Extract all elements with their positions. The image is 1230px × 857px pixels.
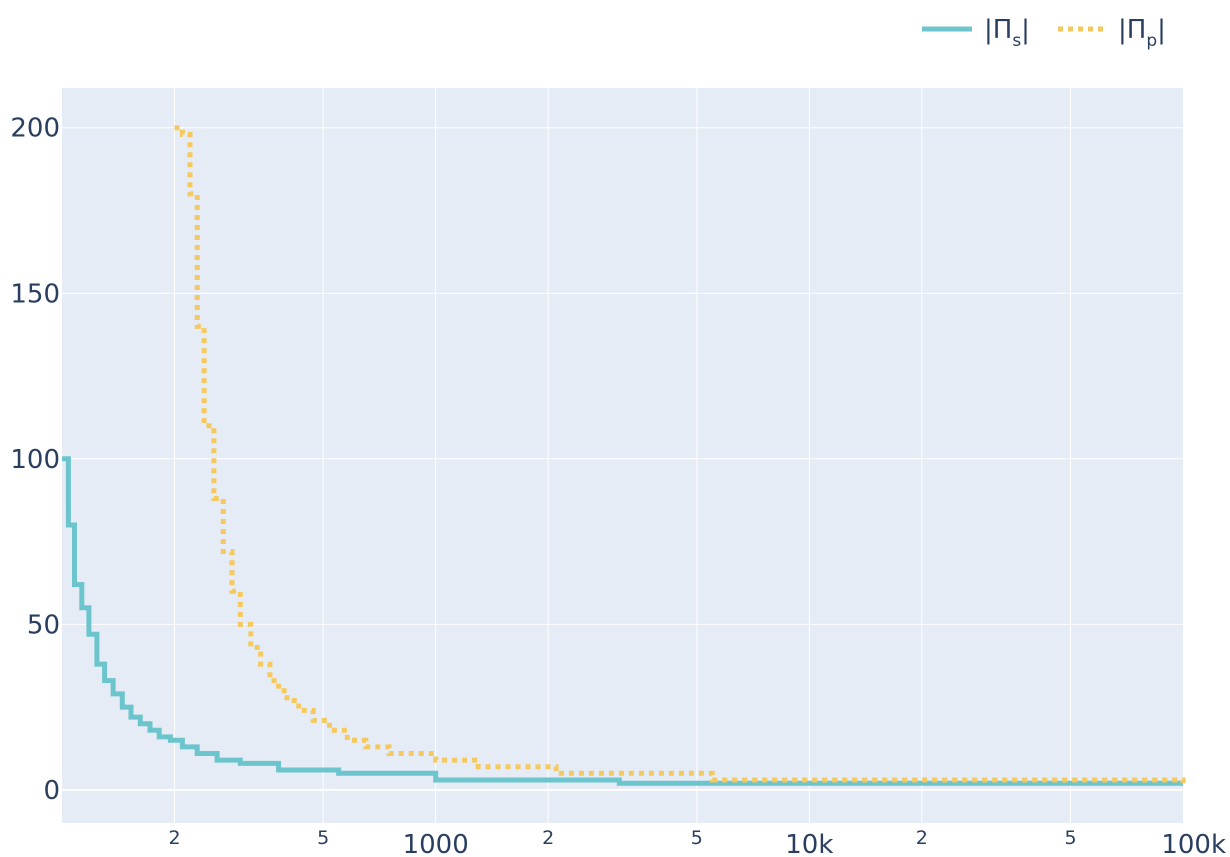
x-minor-tick-label: 5 (317, 827, 329, 849)
series-layer (62, 125, 1186, 786)
grid-lines (62, 88, 1183, 823)
y-tick-label: 50 (27, 610, 60, 640)
legend-item-s[interactable]: |Πs| (922, 15, 1030, 51)
x-minor-tick-label: 2 (542, 827, 554, 849)
legend-label-subscript: p (1146, 31, 1157, 51)
x-minor-tick-label: 5 (691, 827, 703, 849)
x-minor-tick-label: 5 (1064, 827, 1076, 849)
series-line-p[interactable] (174, 125, 1186, 784)
legend-label-end: | (1021, 15, 1030, 45)
y-tick-label: 100 (10, 445, 60, 475)
x-minor-tick-label: 2 (168, 827, 180, 849)
x-axis-ticks: 2 5 2 5 2 5 1000 10k 100k (168, 827, 1226, 857)
y-tick-label: 200 (10, 114, 60, 144)
legend-label-end: | (1157, 15, 1166, 45)
y-tick-label: 150 (10, 279, 60, 309)
legend-label-base: |Π (1118, 15, 1146, 45)
legend-label: |Πs| (984, 15, 1030, 51)
plot-area (62, 88, 1183, 823)
series-line-s[interactable] (62, 456, 1183, 786)
legend[interactable]: |Πs| |Πp| (922, 15, 1166, 51)
legend-label-subscript: s (1012, 31, 1021, 51)
legend-label-base: |Π (984, 15, 1012, 45)
legend-label: |Πp| (1118, 15, 1166, 51)
y-tick-label: 0 (43, 776, 60, 806)
x-major-tick-label: 100k (1161, 830, 1226, 857)
y-axis-ticks: 0 50 100 150 200 (10, 114, 60, 806)
x-major-tick-label: 10k (785, 830, 833, 857)
x-major-tick-label: 1000 (403, 830, 469, 857)
x-minor-tick-label: 2 (916, 827, 928, 849)
legend-item-p[interactable]: |Πp| (1058, 15, 1166, 51)
